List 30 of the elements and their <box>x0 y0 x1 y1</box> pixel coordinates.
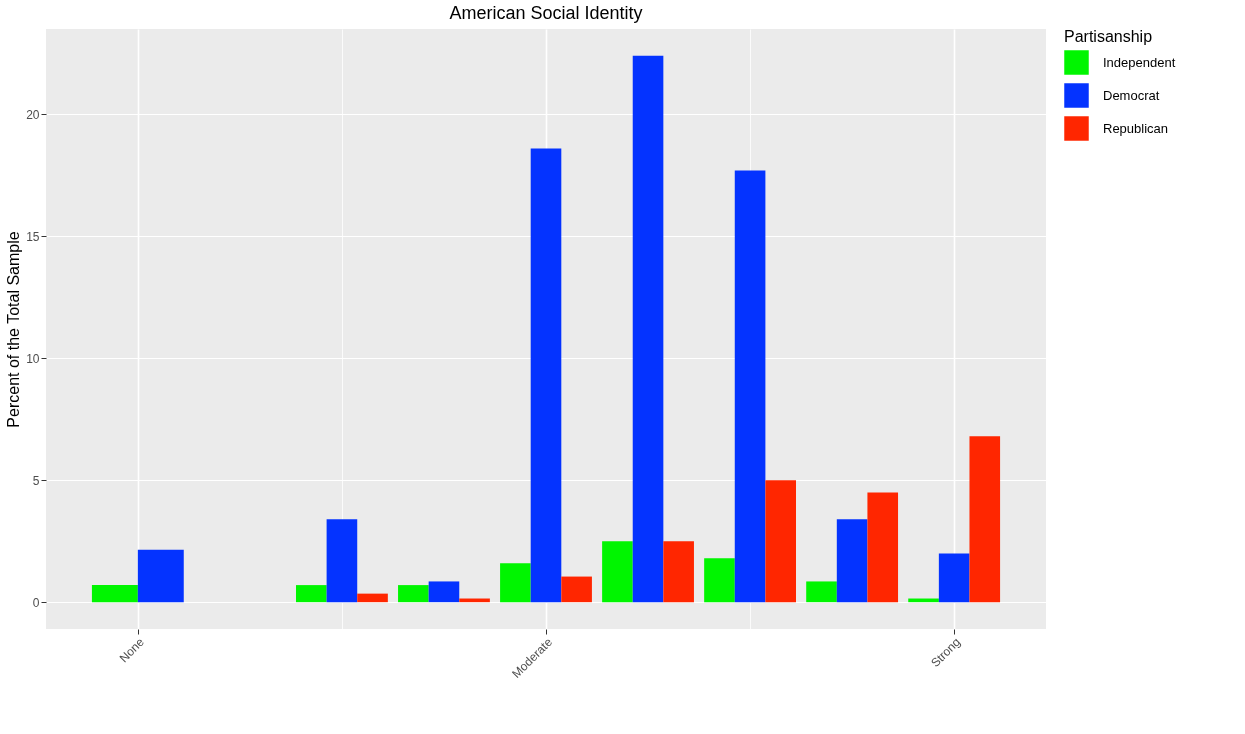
legend-title: Partisanship <box>1064 28 1153 45</box>
legend-label: Independent <box>1103 54 1176 70</box>
bar <box>632 55 664 603</box>
bar <box>602 541 633 603</box>
legend-label: Democrat <box>1103 87 1160 103</box>
bar <box>500 563 531 603</box>
bar <box>663 541 694 603</box>
bar <box>765 480 796 603</box>
chart-title: American Social Identity <box>449 3 643 23</box>
bar <box>969 436 1001 603</box>
bar <box>530 148 562 603</box>
bar <box>836 519 868 603</box>
y-tick-label: 5 <box>32 473 40 488</box>
bar <box>704 558 735 603</box>
legend-label: Republican <box>1103 120 1169 136</box>
y-tick-label: 20 <box>26 107 40 122</box>
bar <box>561 576 592 603</box>
bar <box>296 585 327 603</box>
bar <box>326 519 358 603</box>
bar <box>428 581 460 603</box>
y-axis-title: Percent of the Total Sample <box>5 231 23 428</box>
bar <box>357 593 388 603</box>
bar <box>867 492 899 603</box>
y-tick-label: 10 <box>26 351 40 366</box>
bar <box>398 585 429 603</box>
y-tick-label: 0 <box>32 595 40 610</box>
bar <box>938 553 970 603</box>
bar <box>806 581 837 603</box>
bar <box>734 170 766 603</box>
y-tick-label: 15 <box>26 229 40 244</box>
